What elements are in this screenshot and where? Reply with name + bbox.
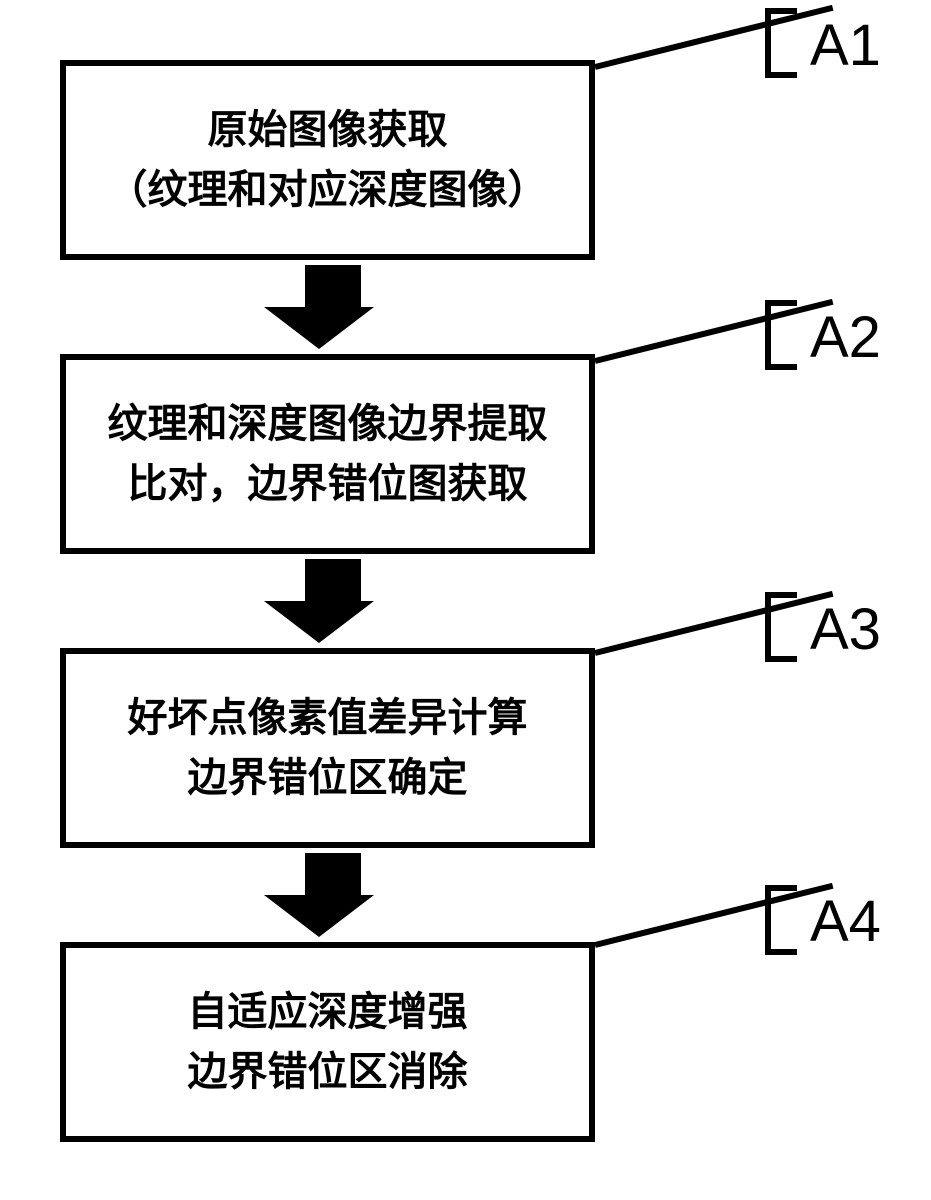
arrow-a1-a2 bbox=[60, 265, 595, 349]
bracket-a2 bbox=[765, 300, 805, 370]
label-a1: A1 bbox=[810, 12, 881, 79]
bracket-left bbox=[765, 8, 771, 78]
node-a3-line1: 好坏点像素值差异计算 bbox=[128, 688, 528, 748]
arrow-shaft bbox=[305, 853, 361, 895]
flowchart-container: 原始图像获取 （纹理和对应深度图像） 纹理和深度图像边界提取 比对，边界错位图获… bbox=[60, 60, 600, 1142]
arrow-shaft bbox=[305, 265, 361, 307]
node-a3-text: 好坏点像素值差异计算 边界错位区确定 bbox=[128, 688, 528, 808]
node-a2-line1: 纹理和深度图像边界提取 bbox=[108, 394, 548, 454]
flowchart-node-a4: 自适应深度增强 边界错位区消除 bbox=[60, 942, 595, 1142]
bracket-left bbox=[765, 885, 771, 955]
arrow-head bbox=[264, 895, 374, 937]
node-a4-line1: 自适应深度增强 bbox=[188, 982, 468, 1042]
bracket-bottom bbox=[765, 364, 797, 370]
flowchart-node-a3: 好坏点像素值差异计算 边界错位区确定 bbox=[60, 648, 595, 848]
node-a3-line2: 边界错位区确定 bbox=[128, 748, 528, 808]
bracket-bottom bbox=[765, 656, 797, 662]
bracket-left bbox=[765, 592, 771, 662]
arrow-a2-a3 bbox=[60, 559, 595, 643]
node-a1-line2: （纹理和对应深度图像） bbox=[108, 160, 548, 220]
node-a1-line1: 原始图像获取 bbox=[108, 100, 548, 160]
arrow-a3-a4 bbox=[60, 853, 595, 937]
flowchart-node-a2: 纹理和深度图像边界提取 比对，边界错位图获取 bbox=[60, 354, 595, 554]
arrow-shaft bbox=[305, 559, 361, 601]
label-a3: A3 bbox=[810, 596, 881, 663]
node-a2-text: 纹理和深度图像边界提取 比对，边界错位图获取 bbox=[108, 394, 548, 514]
bracket-left bbox=[765, 300, 771, 370]
bracket-a3 bbox=[765, 592, 805, 662]
label-a2: A2 bbox=[810, 304, 881, 371]
bracket-bottom bbox=[765, 72, 797, 78]
bracket-a4 bbox=[765, 885, 805, 955]
node-a1-text: 原始图像获取 （纹理和对应深度图像） bbox=[108, 100, 548, 220]
node-a4-line2: 边界错位区消除 bbox=[188, 1042, 468, 1102]
flowchart-node-a1: 原始图像获取 （纹理和对应深度图像） bbox=[60, 60, 595, 260]
bracket-bottom bbox=[765, 949, 797, 955]
arrow-head bbox=[264, 307, 374, 349]
node-a2-line2: 比对，边界错位图获取 bbox=[108, 454, 548, 514]
node-a4-text: 自适应深度增强 边界错位区消除 bbox=[188, 982, 468, 1102]
arrow-head bbox=[264, 601, 374, 643]
bracket-a1 bbox=[765, 8, 805, 78]
label-a4: A4 bbox=[810, 888, 881, 955]
